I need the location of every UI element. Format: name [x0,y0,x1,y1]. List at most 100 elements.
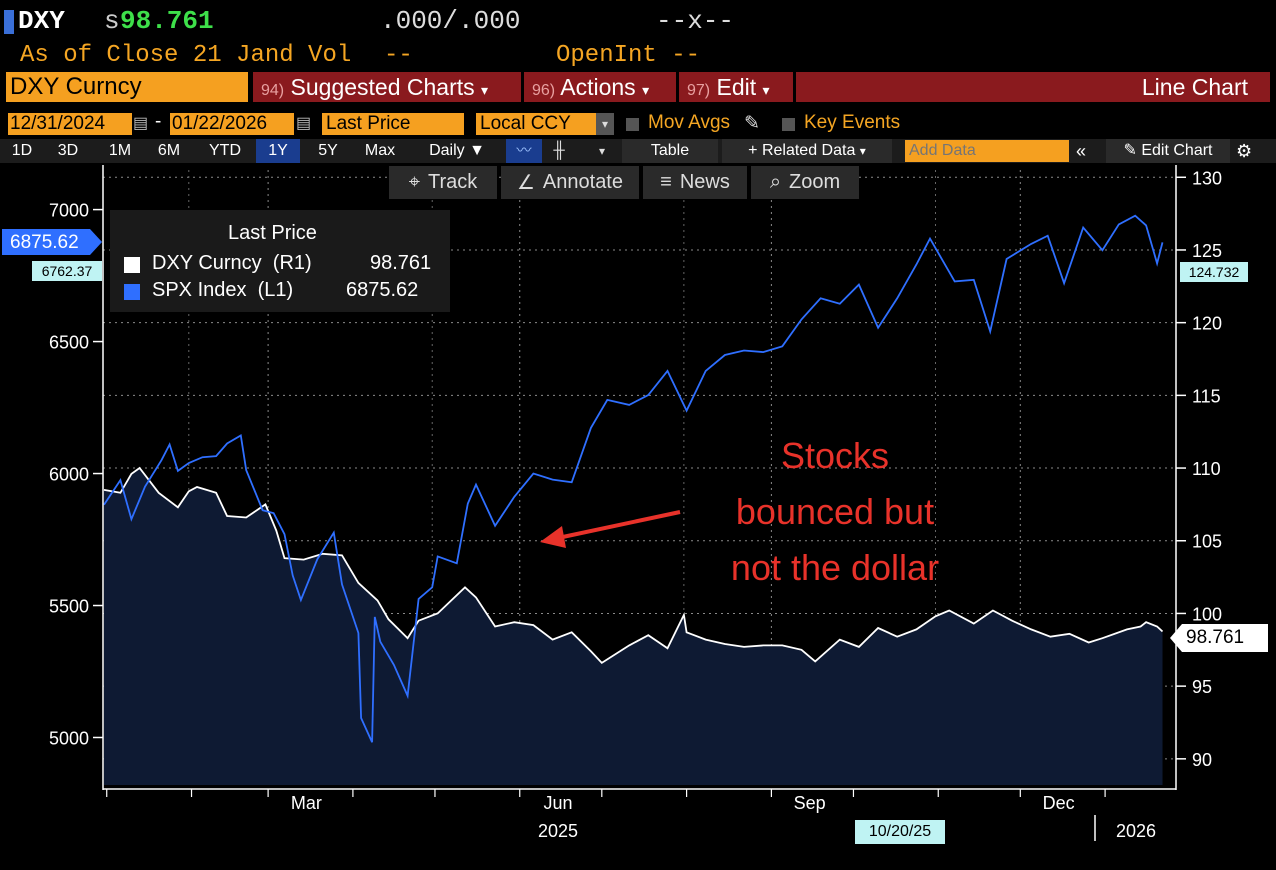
chevron-down-icon: ▾ [481,82,489,98]
zoom-button[interactable]: ⌕ Zoom [751,166,859,199]
period-ytd[interactable]: YTD [209,142,241,159]
date-controls: 12/31/2024 ▤ - 01/22/2026 ▤ Last Price L… [0,111,1276,137]
key-events-checkbox[interactable] [782,118,795,131]
left-tick-label: 6000 [49,465,89,485]
price-prefix: s [104,6,120,36]
dxy-last-tag: 98.761 [1170,624,1268,652]
bid-ask: .000/.000 [380,6,521,36]
gear-icon[interactable]: ⚙ [1236,141,1253,161]
dxy-prev-tag: 124.732 [1180,262,1248,282]
edit-menu[interactable]: 97) Edit ▾ [679,72,793,102]
pencil-icon: ✎ [1123,142,1137,159]
date-dash: - [155,111,162,132]
year-label: 2025 [538,821,578,841]
daily-select[interactable]: Daily ▼ [414,139,500,163]
period-1m[interactable]: 1M [108,142,132,159]
year-label: 2026 [1116,821,1156,841]
period-3d[interactable]: 3D [57,142,79,159]
crosshair-date: 10/20/25 [868,823,932,840]
x-tick-label: Sep [794,793,826,813]
calendar-icon[interactable]: ▤ [133,115,149,132]
actions-menu[interactable]: 96) Actions ▾ [524,72,676,102]
period-toolbar: 1D 3D 1M 6M YTD 1Y 5Y Max Daily ▼ 〰 ╫ ▾ Table +… [0,139,1276,163]
currency-dropdown-button[interactable]: ▾ [596,113,614,135]
right-tick-label: 120 [1192,314,1222,334]
news-button[interactable]: ≡ News [643,166,747,199]
right-tick-label: 110 [1192,459,1221,479]
spx-prev-tag: 6762.37 [32,261,102,281]
daily-label: Daily [429,142,465,159]
chart-type: Line Chart [1141,74,1248,100]
annotation-line-2: bounced but [735,491,935,532]
suggested-label: Suggested Charts [290,74,475,100]
left-tick-label: 5500 [49,597,89,617]
security-field[interactable]: DXY Curncy [6,72,248,102]
edit-label: Edit [716,74,757,100]
track-button[interactable]: ⌖ Track [389,166,497,199]
suggested-charts-menu[interactable]: 94) Suggested Charts ▾ [253,72,521,102]
related-data-button[interactable]: + Related Data ▾ [722,139,892,163]
spx-prev-value: 6762.37 [41,263,93,279]
start-date-field[interactable]: 12/31/2024 [8,113,132,135]
chart-type-bar: Line Chart [796,72,1270,102]
edit-chart-button[interactable]: ✎ Edit Chart [1106,139,1230,163]
annotate-icon: ∠ [516,172,535,194]
currency-select[interactable]: Local CCY [476,113,596,135]
chevron-down-icon: ▾ [642,82,650,98]
calendar-icon[interactable]: ▤ [296,115,312,132]
legend-value-dxy: 98.761 [370,252,432,274]
legend-value-spx: 6875.62 [346,279,419,301]
line-chart-icon[interactable]: 〰 [506,139,542,163]
annotation-text: Stocks bounced but not the dollar [690,428,980,596]
as-of: As of Close 21 Jand Vol [20,42,352,69]
mov-avgs-checkbox[interactable] [626,118,639,131]
dxy-area [104,468,1163,785]
x-tick-label: Dec [1043,793,1075,813]
ticker-marker [4,10,14,34]
chart-type-dropdown[interactable]: ▾ [598,144,606,158]
last-price: 98.761 [120,6,214,36]
open-interest: OpenInt -- [556,42,701,69]
quote-header: DXY s 98.761 .000/.000 --x-- [0,4,1276,38]
news-icon: ≡ [660,171,672,193]
period-max[interactable]: Max [364,142,396,159]
suggested-num: 94) [261,82,285,99]
volume: -- [384,42,413,69]
field-value: Last Price [326,113,411,134]
end-date-field[interactable]: 01/22/2026 [170,113,294,135]
chart-legend[interactable]: Last Price DXY Curncy (R1) 98.761 SPX In… [110,210,450,312]
add-data-input[interactable] [905,140,1069,162]
security-label: DXY Curncy [10,73,142,100]
period-5y[interactable]: 5Y [318,142,338,159]
dxy-prev-value: 124.732 [1188,264,1240,280]
bar-chart-icon[interactable]: ╫ [553,142,565,159]
legend-header: Last Price [228,222,317,244]
news-label: News [679,171,730,193]
triangle-down-icon: ▼ [469,142,485,159]
right-tick-label: 115 [1192,386,1221,406]
spx-last-value: 6875.62 [10,232,79,253]
close-info: As of Close 21 Jand Vol -- OpenInt -- [0,42,1276,70]
dxy-last-value: 98.761 [1186,627,1245,648]
legend-swatch-dxy [124,257,140,273]
chevron-down-icon: ▾ [762,82,770,98]
period-1y[interactable]: 1Y [256,139,300,163]
crosshair-date-tag: 10/20/25 [855,820,945,844]
left-tick-label: 7000 [49,201,89,221]
collapse-icon[interactable]: « [1076,141,1087,161]
actions-num: 96) [532,82,556,99]
pencil-icon[interactable]: ✎ [744,113,760,134]
ticker: DXY [18,6,65,36]
x-tick-label: Mar [291,793,322,813]
period-1d[interactable]: 1D [11,142,33,159]
field-select[interactable]: Last Price [322,113,464,135]
legend-name-spx: SPX Index (L1) [152,279,294,301]
change: --x-- [656,6,735,36]
left-tick-label: 5000 [49,728,89,748]
table-button[interactable]: Table [622,139,718,163]
track-label: Track [428,171,478,193]
annotation-arrow-head [540,526,566,548]
annotate-button[interactable]: ∠ Annotate [501,166,639,199]
period-6m[interactable]: 6M [157,142,181,159]
actions-label: Actions [560,74,636,100]
